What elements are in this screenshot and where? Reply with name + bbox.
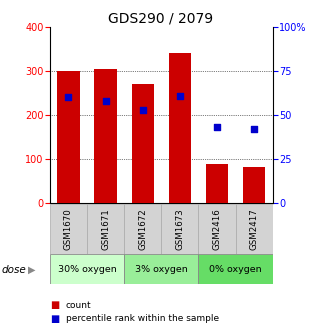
Text: GSM1673: GSM1673 — [175, 208, 184, 250]
Text: ■: ■ — [50, 313, 59, 324]
Bar — [206, 164, 228, 203]
Text: ■: ■ — [50, 300, 59, 310]
Text: ▶: ▶ — [28, 265, 35, 275]
Bar — [198, 204, 236, 254]
Text: GSM1670: GSM1670 — [64, 208, 73, 250]
Point — [214, 125, 220, 130]
Text: 30% oxygen: 30% oxygen — [57, 265, 116, 274]
Bar — [198, 254, 273, 284]
Point — [177, 93, 182, 98]
Bar — [50, 254, 124, 284]
Text: GSM1671: GSM1671 — [101, 208, 110, 250]
Bar — [161, 204, 198, 254]
Point — [66, 95, 71, 100]
Bar — [124, 204, 161, 254]
Text: GDS290 / 2079: GDS290 / 2079 — [108, 12, 213, 26]
Bar — [132, 84, 154, 203]
Bar — [124, 254, 198, 284]
Bar — [87, 204, 124, 254]
Text: 3% oxygen: 3% oxygen — [135, 265, 188, 274]
Text: dose: dose — [2, 265, 26, 275]
Bar — [50, 204, 87, 254]
Bar — [94, 69, 117, 203]
Point — [140, 107, 145, 113]
Bar — [236, 204, 273, 254]
Text: count: count — [66, 301, 91, 309]
Text: 0% oxygen: 0% oxygen — [209, 265, 262, 274]
Point — [252, 127, 257, 132]
Bar — [169, 53, 191, 203]
Point — [103, 98, 108, 104]
Text: percentile rank within the sample: percentile rank within the sample — [66, 314, 219, 323]
Bar — [243, 167, 265, 203]
Text: GSM2416: GSM2416 — [213, 208, 221, 250]
Text: GSM2417: GSM2417 — [250, 208, 259, 250]
Text: GSM1672: GSM1672 — [138, 208, 147, 250]
Bar — [57, 71, 80, 203]
